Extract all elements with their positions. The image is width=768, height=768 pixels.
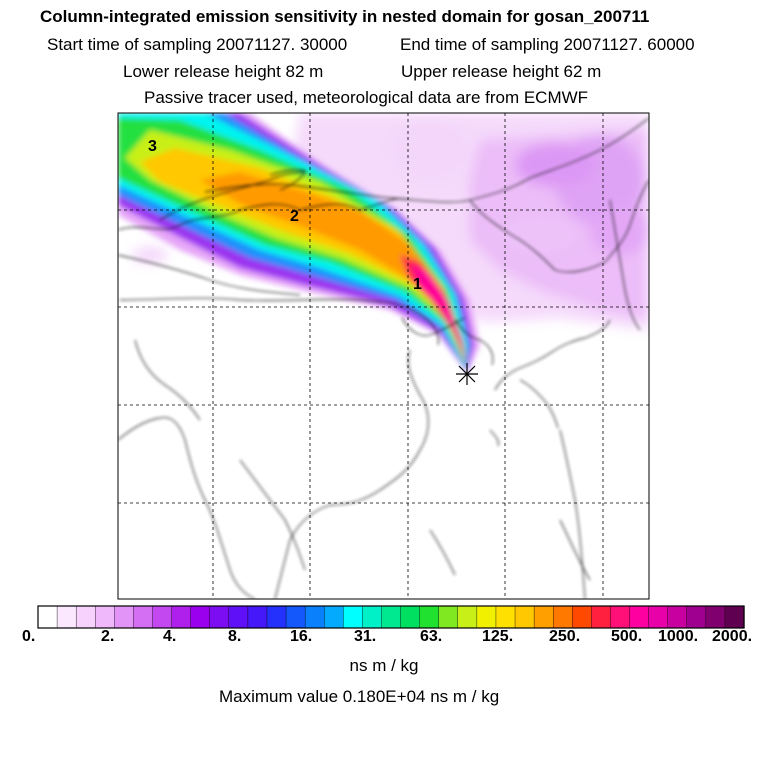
trajectory-marker-3: 3 (148, 138, 157, 155)
colorbar-tick-label: 8. (228, 628, 242, 645)
colorbar-cell (629, 605, 650, 629)
colorbar-cell (75, 605, 96, 629)
colorbar-tick-label: 31. (354, 628, 377, 645)
colorbar-cell (171, 605, 192, 629)
colorbar-cell (572, 605, 592, 629)
colorbar-cell (190, 605, 211, 629)
start-time-label: Start time of sampling 20071127. 30000 (47, 35, 348, 54)
max-value-label: Maximum value 0.180E+04 ns m / kg (219, 687, 500, 706)
coastlines (118, 117, 649, 599)
colorbar-cell (247, 605, 268, 629)
colorbar-cell (381, 605, 402, 629)
colorbar-units: ns m / kg (349, 656, 419, 675)
colorbar-cell (724, 605, 745, 629)
colorbar-tick-label: 63. (420, 628, 443, 645)
colorbar-cell (228, 605, 249, 629)
colorbar-cell (343, 605, 363, 629)
colorbar-cell (419, 605, 440, 629)
plot-title: Column-integrated emission sensitivity i… (40, 7, 650, 26)
colorbar-cell (114, 605, 134, 629)
colorbar-tick-label: 125. (482, 628, 514, 645)
colorbar-cell (705, 605, 726, 629)
colorbar-cell (533, 605, 554, 629)
trajectory-marker-2: 2 (290, 208, 299, 225)
colorbar-cell (285, 605, 306, 629)
colorbar-cell (400, 605, 421, 629)
lat-lon-grid (118, 113, 649, 599)
colorbar-cell (648, 605, 669, 629)
colorbar-cell (324, 605, 344, 629)
trajectory-marker-1: 1 (413, 276, 422, 293)
colorbar-cell (686, 605, 707, 629)
colorbar-tick-label: 1000. (658, 628, 699, 645)
tracer-info-label: Passive tracer used, meteorological data… (144, 88, 589, 107)
colorbar-cell (152, 605, 173, 629)
colorbar-tick-label: 4. (163, 628, 177, 645)
release-site-star-icon (456, 363, 478, 385)
colorbar-frame (37, 605, 745, 629)
lower-release-height-label: Lower release height 82 m (123, 62, 324, 81)
colorbar-cell (457, 605, 478, 629)
colorbar-cell (95, 605, 115, 629)
colorbar-cell (514, 605, 535, 629)
colorbar-cell (304, 605, 325, 629)
colorbar-cell (37, 605, 58, 629)
colorbar-tick-label: 0. (22, 628, 36, 645)
colorbar-tick-label: 2000. (712, 628, 753, 645)
colorbar-tick-label: 250. (549, 628, 581, 645)
colorbar-cell (438, 605, 459, 629)
colorbar-cell (591, 605, 612, 629)
end-time-label: End time of sampling 20071127. 60000 (400, 35, 695, 54)
colorbar-tick-label: 2. (101, 628, 115, 645)
colorbar-cell (362, 605, 383, 629)
colorbar (37, 605, 745, 629)
plume-layer (118, 113, 649, 599)
colorbar-cell (133, 605, 154, 629)
colorbar-cell (552, 605, 573, 629)
upper-release-height-label: Upper release height 62 m (401, 62, 602, 81)
colorbar-cell (266, 605, 287, 629)
colorbar-cell (56, 605, 77, 629)
colorbar-tick-label: 16. (290, 628, 313, 645)
colorbar-cell (209, 605, 230, 629)
colorbar-tick-label: 500. (611, 628, 643, 645)
map-frame (117, 112, 650, 600)
colorbar-cell (495, 605, 516, 629)
colorbar-cell (610, 605, 631, 629)
colorbar-cell (667, 605, 688, 629)
colorbar-cell (476, 605, 497, 629)
